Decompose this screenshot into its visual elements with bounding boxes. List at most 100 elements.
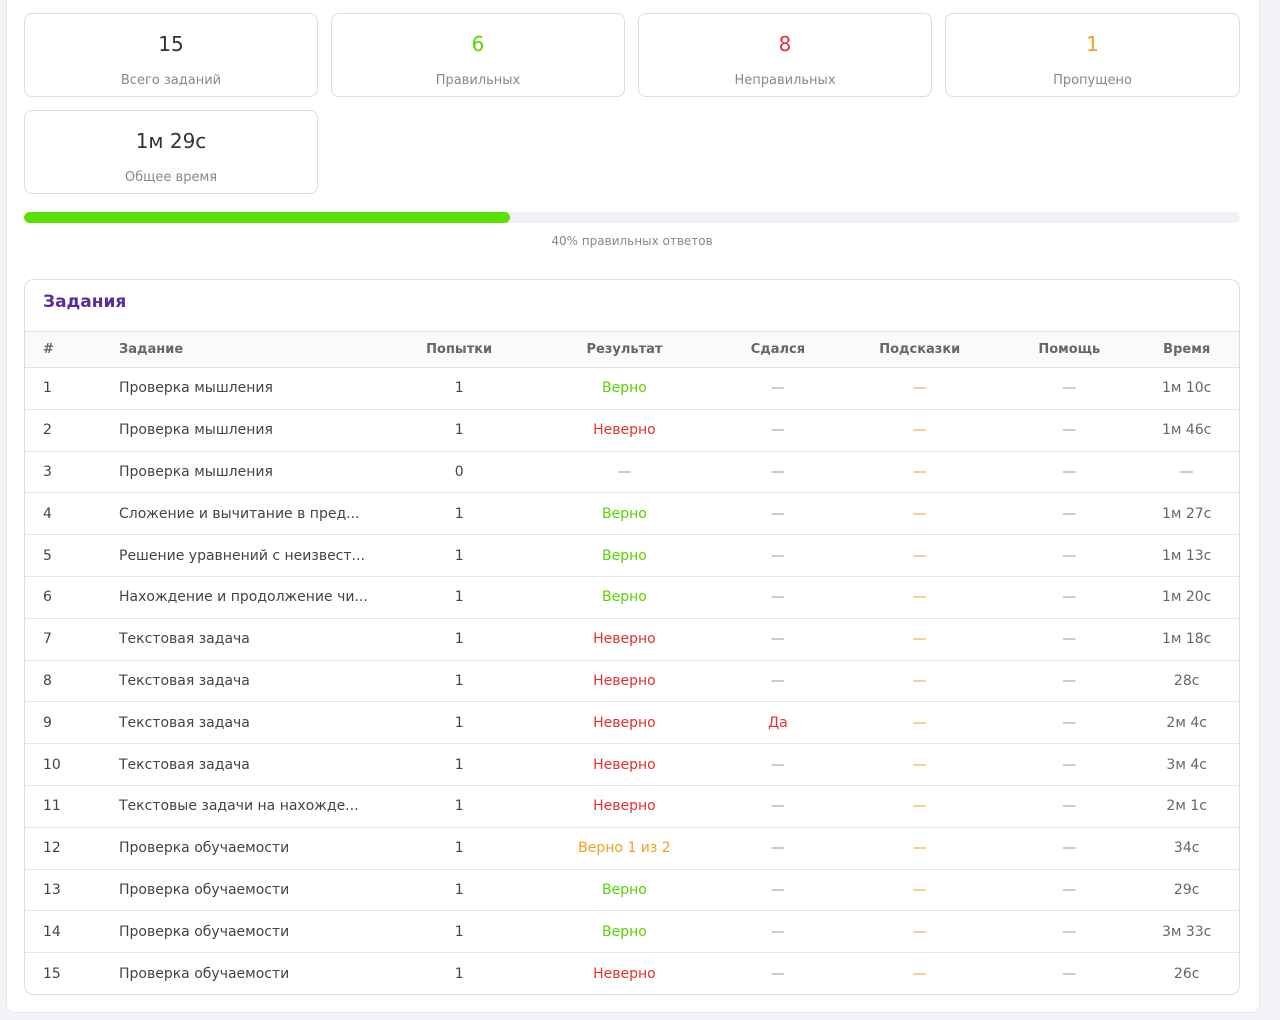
task-gave-up: —	[770, 965, 785, 982]
task-help: —	[1004, 367, 1135, 410]
stat-value: 15	[158, 32, 184, 56]
task-time: 1м 13с	[1134, 534, 1239, 577]
task-gave-up: —	[720, 576, 836, 619]
task-help: —	[1004, 492, 1135, 536]
col-header-task: Задание	[118, 331, 390, 368]
task-name: Текстовая задача	[118, 743, 390, 786]
task-gave-up: —	[720, 910, 836, 954]
stat-value: 6	[471, 32, 485, 56]
task-hints: —	[835, 367, 1005, 410]
task-attempts: 1	[390, 910, 529, 954]
task-name: Проверка мышления	[118, 367, 390, 410]
task-gave-up: Да	[720, 701, 836, 745]
task-gave-up: —	[720, 451, 836, 494]
task-result: Неверно	[528, 743, 721, 786]
task-time: 2м 1с	[1134, 785, 1239, 828]
task-time: 34с	[1134, 827, 1239, 870]
task-number: 5	[25, 534, 118, 577]
task-gave-up: —	[720, 534, 836, 577]
task-result: Верно	[528, 492, 721, 536]
task-hints: —	[835, 576, 1005, 619]
task-result: Неверно	[593, 965, 656, 982]
task-name: Сложение и вычитание в пред...	[118, 492, 390, 536]
task-time: 2м 4с	[1134, 701, 1239, 745]
task-name: Текстовая задача	[118, 701, 390, 745]
stat-label: Общее время	[124, 170, 218, 185]
task-attempts: 1	[390, 785, 529, 828]
correct-progress-bar	[24, 212, 1240, 223]
stat-card-total: 15 Всего заданий	[24, 13, 318, 97]
task-result: Неверно	[528, 409, 721, 452]
task-time: 26с	[1173, 965, 1200, 982]
table-row: 13 Проверка обучаемости 1 Верно — — —29с	[25, 869, 1239, 912]
stat-card-correct: 6 Правильных	[331, 13, 625, 97]
progress-caption: 40% правильных ответов	[551, 234, 713, 248]
task-help: —	[1004, 743, 1135, 786]
task-attempts: 1	[390, 701, 529, 745]
task-number: 7	[25, 618, 118, 661]
task-number: 10	[25, 743, 118, 786]
task-hints: —	[835, 534, 1005, 577]
table-row: 6 Нахождение и продолжение чи... 1 Верно — — —…	[25, 576, 1239, 619]
task-result: Неверно	[528, 701, 721, 745]
progress-fill	[24, 212, 511, 223]
task-name: Проверка мышления	[118, 451, 390, 494]
task-name: Текстовая задача	[118, 660, 390, 703]
task-gave-up: —	[720, 869, 836, 912]
task-time: 28с	[1134, 660, 1239, 703]
table-row: 4 Сложение и вычитание в пред... 1 Верно — — —…	[25, 492, 1239, 536]
task-attempts: 1	[390, 827, 529, 870]
task-name: Проверка обучаемости	[118, 910, 390, 954]
task-gave-up: —	[720, 743, 836, 786]
task-hints: —	[835, 910, 1005, 954]
task-result: —	[528, 451, 721, 494]
task-name: Проверка мышления	[118, 409, 390, 452]
table-row: 2 Проверка мышления 1 Неверно — — —1м 46с	[25, 409, 1239, 452]
task-result: Верно	[528, 367, 721, 410]
task-attempts: 1	[454, 965, 464, 982]
task-number: 12	[25, 827, 118, 870]
col-header-time: Время	[1134, 331, 1239, 368]
task-attempts: 0	[390, 451, 529, 494]
task-result: Верно	[528, 534, 721, 577]
task-result: Верно 1 из 2	[528, 827, 721, 870]
task-time: 3м 4с	[1134, 743, 1239, 786]
task-name: Проверка обучаемости	[118, 869, 390, 912]
task-help: —	[1004, 869, 1135, 912]
stat-card-total-time: 1м 29с Общее время	[24, 110, 318, 194]
task-help: —	[1004, 660, 1135, 703]
task-result: Верно	[528, 869, 721, 912]
task-number: 1	[25, 367, 118, 410]
stat-value: 1м 29с	[135, 129, 207, 153]
task-hints: —	[835, 618, 1005, 661]
col-header-gave-up: Сдался	[720, 331, 836, 368]
task-attempts: 1	[390, 492, 529, 536]
table-row: 15 Проверка обучаемости 1 Неверно — — — 26с	[25, 953, 1239, 994]
stat-card-skipped: 1 Пропущено	[945, 13, 1240, 97]
task-gave-up: —	[720, 492, 836, 536]
task-result: Неверно	[528, 785, 721, 828]
tasks-section: Задания # Задание Попытки Результат Сдал…	[24, 279, 1240, 995]
task-help: —	[1004, 701, 1135, 745]
task-name: Проверка обучаемости	[118, 827, 390, 870]
task-hints: —	[835, 827, 1005, 870]
table-row: 5 Решение уравнений с неизвест... 1 Верно — —…	[25, 534, 1239, 577]
task-hints: —	[835, 660, 1005, 703]
col-header-num: #	[25, 331, 118, 368]
task-number: 8	[25, 660, 118, 703]
table-row: 12 Проверка обучаемости 1 Верно 1 из 2— — —34…	[25, 827, 1239, 870]
task-number: 3	[25, 451, 118, 494]
task-number: 13	[25, 869, 118, 912]
stat-card-incorrect: 8 Неправильных	[638, 13, 932, 97]
table-row: 3 Проверка мышления 0— — — — —	[25, 451, 1239, 494]
task-attempts: 1	[390, 660, 529, 703]
task-help: —	[1004, 785, 1135, 828]
table-row: 14 Проверка обучаемости 1 Верно — — —3м 33с	[25, 910, 1239, 954]
task-attempts: 1	[390, 576, 529, 619]
tasks-table: # Задание Попытки Результат Сдался Подск…	[25, 331, 1239, 994]
task-time: 29с	[1134, 869, 1239, 912]
task-number: 4	[25, 492, 118, 536]
task-time: 3м 33с	[1134, 910, 1239, 954]
table-row: 9 Текстовая задача 1 Неверно Да — —2м 4с	[25, 701, 1239, 745]
task-name: Решение уравнений с неизвест...	[118, 534, 390, 577]
